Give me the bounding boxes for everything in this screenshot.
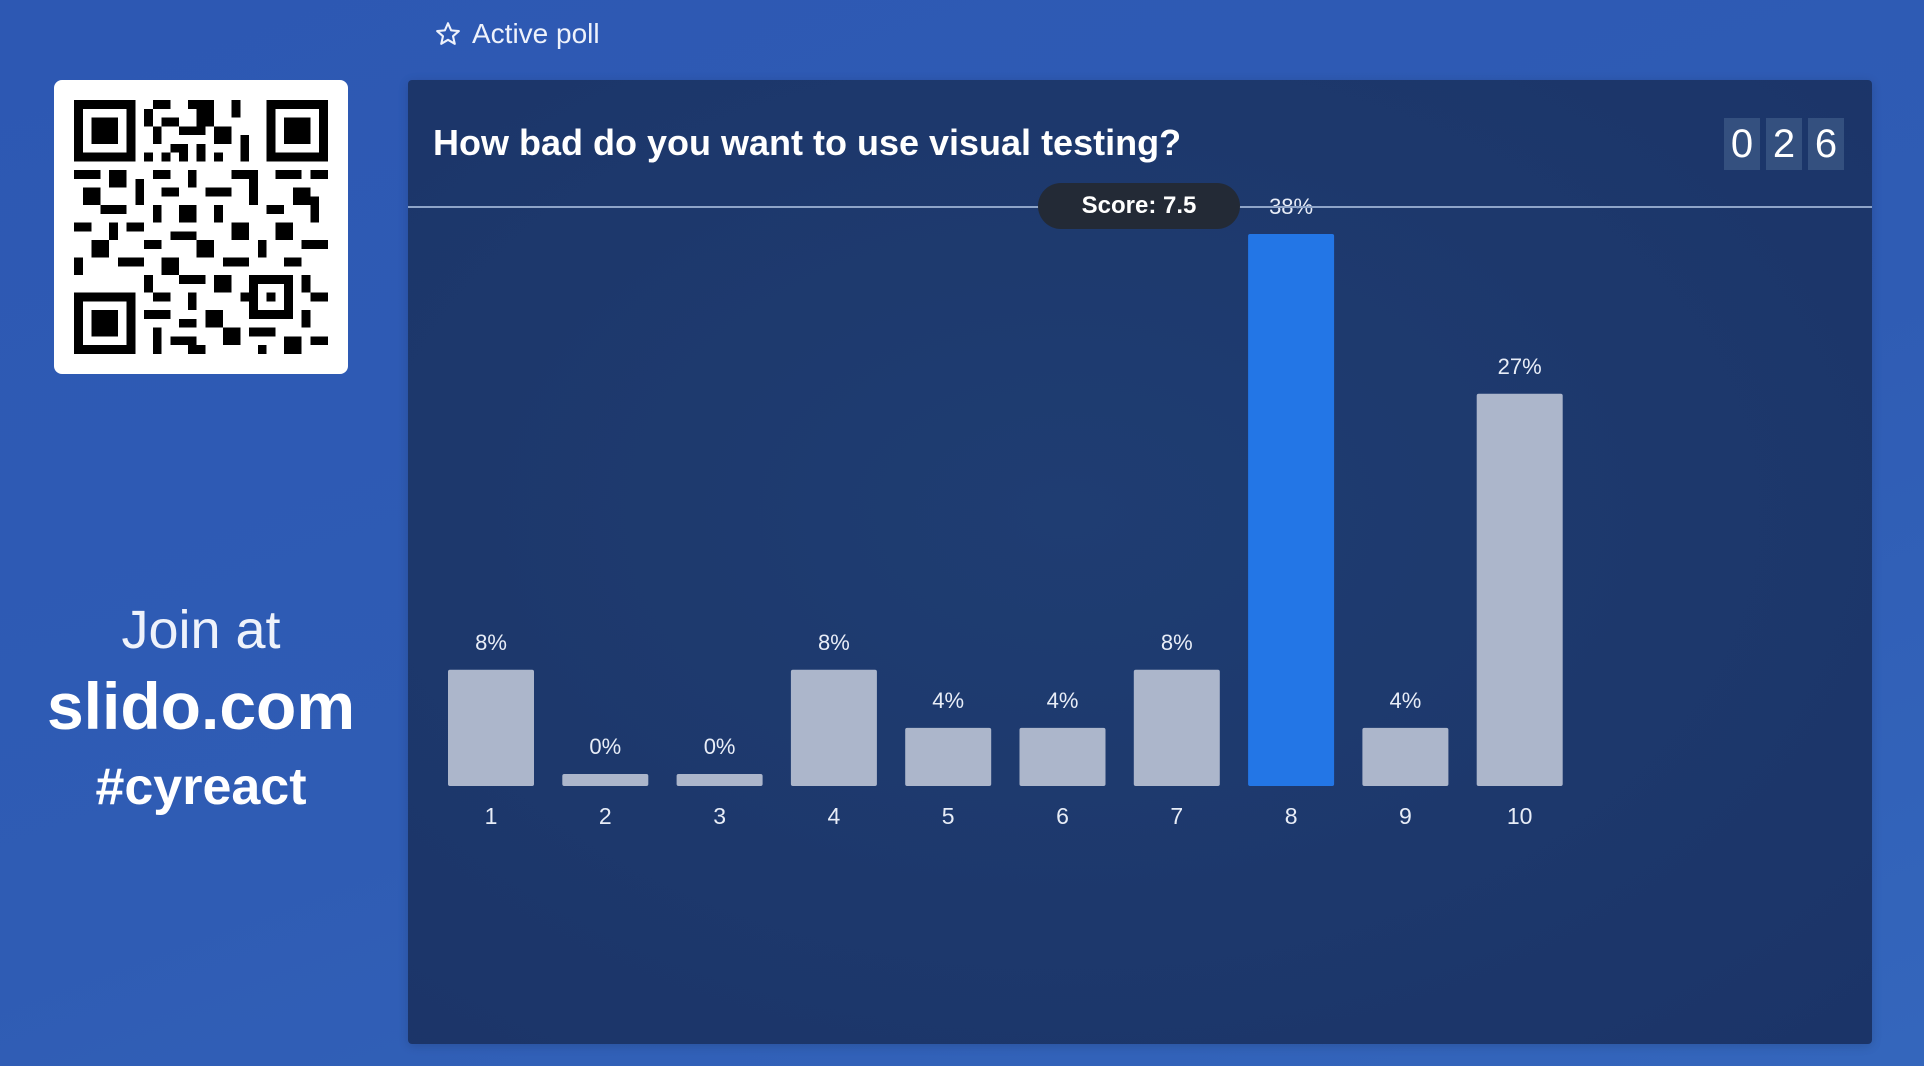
bar-value-label: 8% [1161,630,1193,655]
poll-panel: 8% 1 0% 2 0% 3 8% 4 4% 5 4% 6 8% 7 38% 8 4% 9 27% 10 How ba… [408,80,1872,1044]
active-poll-label: Active poll [472,18,600,49]
vote-count-digit: 2 [1766,118,1802,170]
bar-value-label: 4% [1047,688,1079,713]
vote-count-digit: 0 [1724,118,1760,170]
score-badge: Score: 7.5 [1038,183,1240,229]
bar-2 [562,774,649,786]
category-label: 1 [485,803,498,829]
category-label: 2 [599,803,612,829]
bar-9 [1362,727,1449,786]
bar-1 [448,669,534,786]
bar-10 [1476,393,1563,786]
bar-8 [1248,234,1335,786]
bar-value-label: 8% [818,630,850,655]
category-label: 4 [828,803,841,829]
bar-4 [790,669,877,786]
vote-count-digit: 6 [1808,118,1844,170]
category-label: 8 [1285,803,1298,829]
join-at-label: Join at [121,600,281,660]
bar-7 [1133,669,1220,786]
category-label: 10 [1507,803,1533,829]
poll-question: How bad do you want to use visual testin… [433,122,1182,163]
bar-value-label: 4% [1390,688,1422,713]
bar-value-label: 8% [475,630,507,655]
qr-code-icon [74,100,328,354]
active-poll-header: Active poll [434,18,600,50]
bar-value-label: 4% [932,688,964,713]
join-site: slido.com [46,668,356,743]
bar-5 [905,727,992,786]
bar-3 [676,774,763,786]
event-hashtag: #cyreact [95,757,307,816]
category-label: 7 [1170,803,1183,829]
category-label: 3 [713,803,726,829]
category-label: 9 [1399,803,1412,829]
category-label: 5 [942,803,955,829]
poll-results-chart: 8%10%20%38%44%54%68%738%84%927%10 [448,194,1563,829]
bar-value-label: 27% [1498,354,1542,379]
category-label: 6 [1056,803,1069,829]
bar-value-label: 0% [589,734,621,759]
join-info: Join at slido.com #cyreact [0,598,402,818]
star-icon [436,22,460,45]
bar-6 [1019,727,1106,786]
bar-value-label: 0% [704,734,736,759]
qr-code-card [54,80,348,374]
